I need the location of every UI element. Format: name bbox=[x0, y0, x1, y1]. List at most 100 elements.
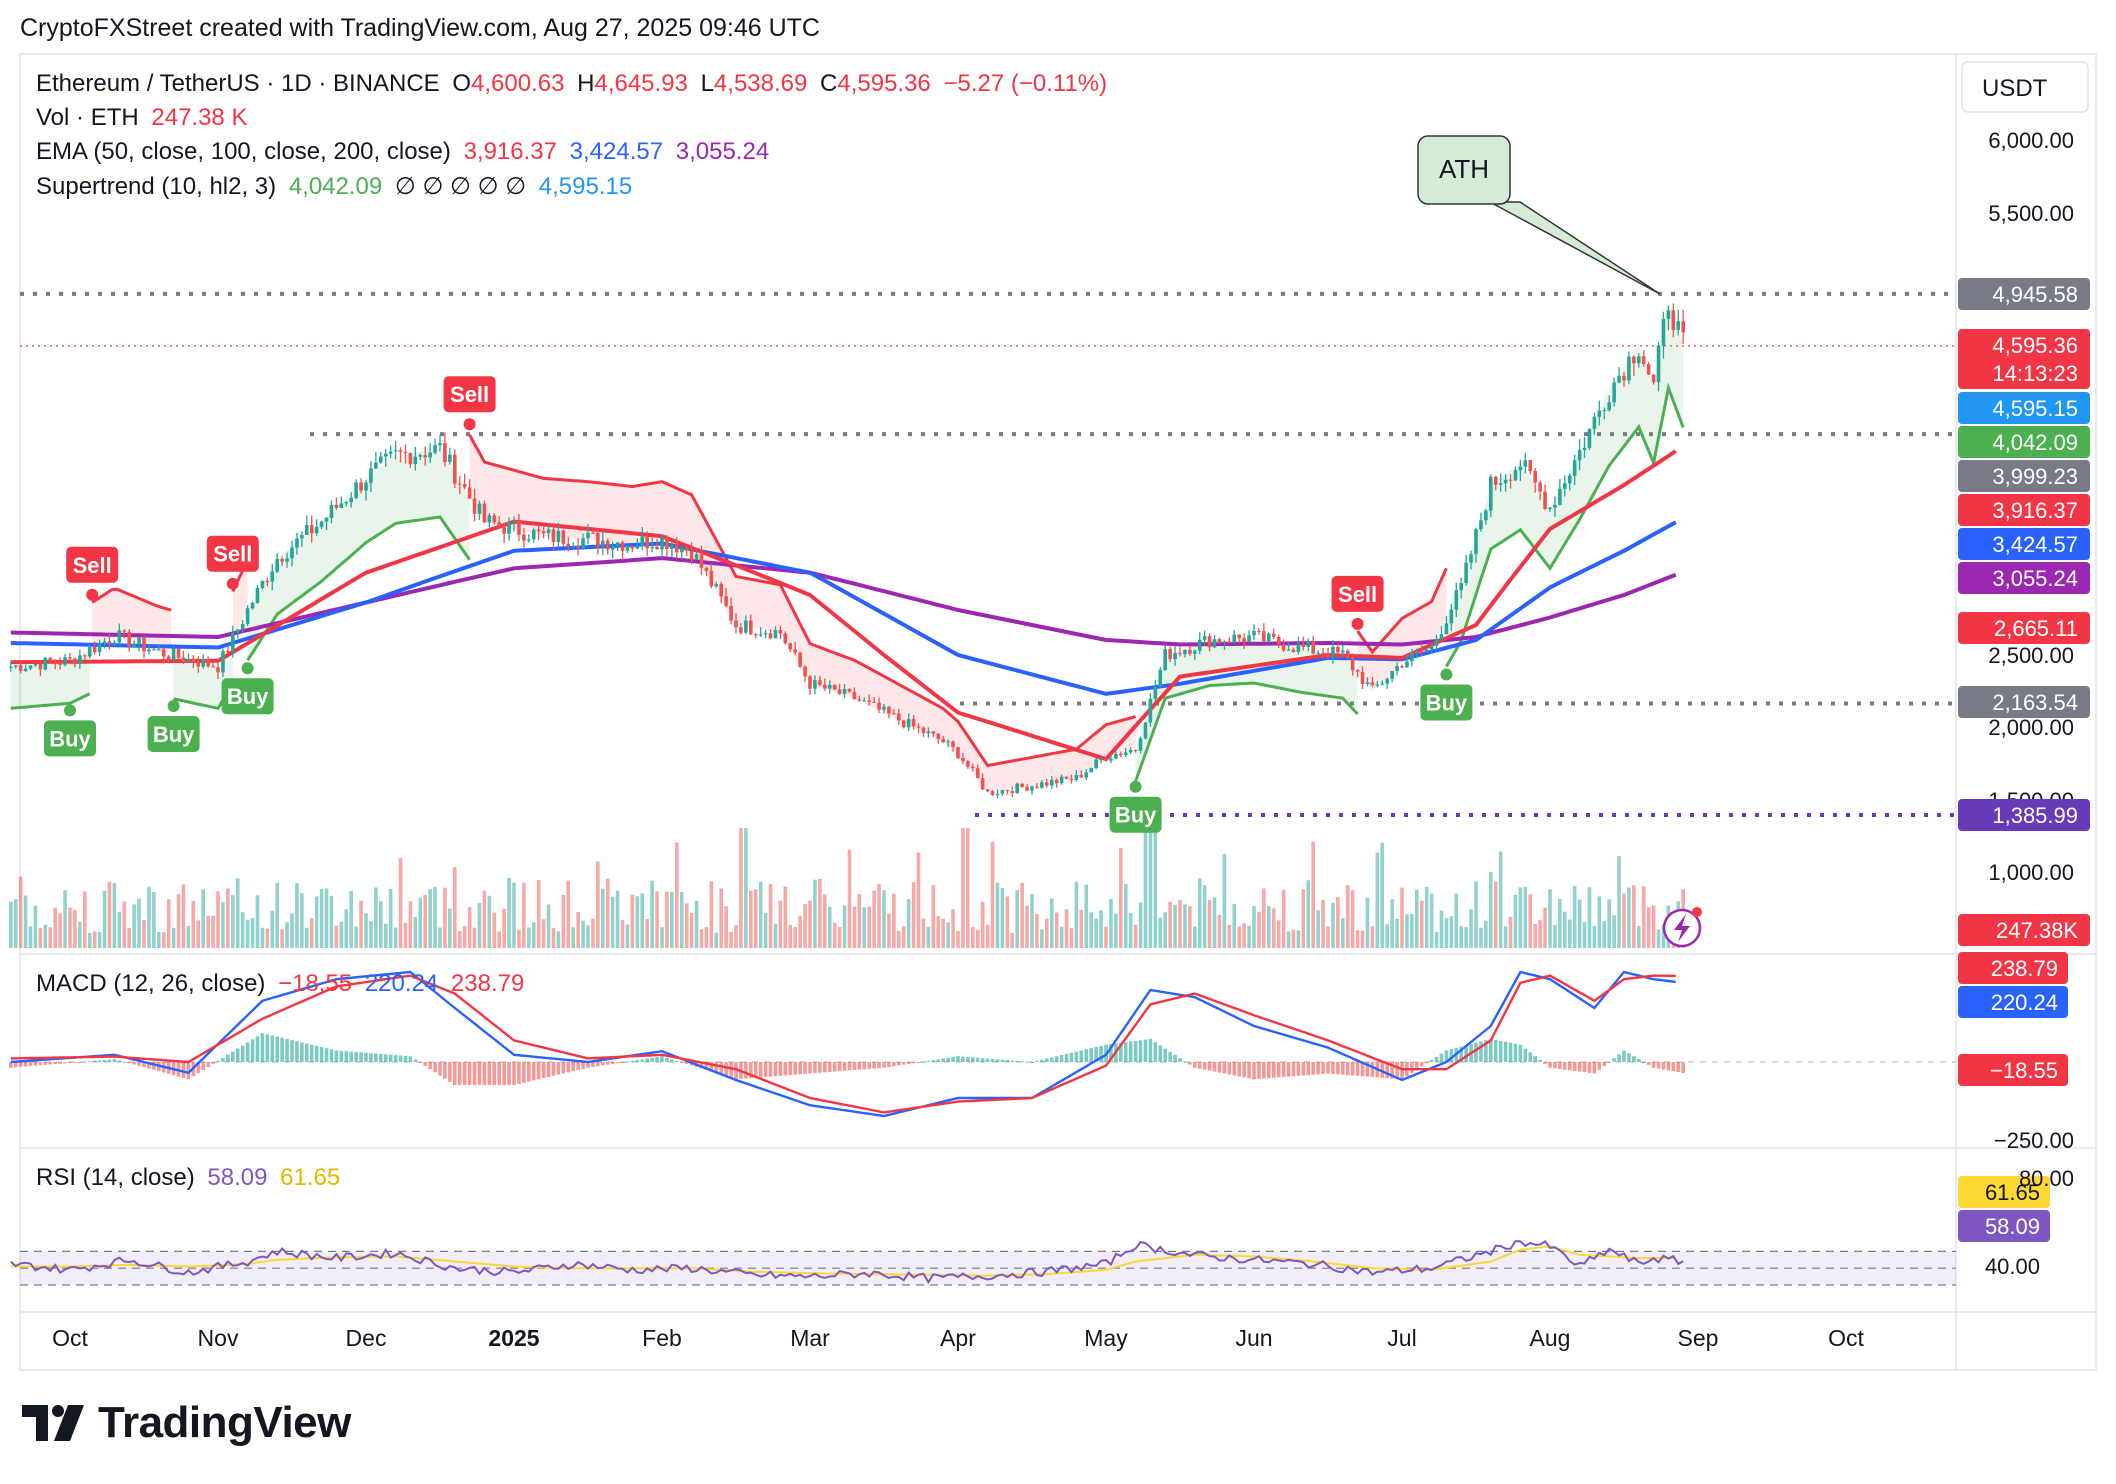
candle-body bbox=[408, 453, 413, 465]
volume-bar bbox=[196, 920, 201, 948]
lightning-icon[interactable] bbox=[1662, 907, 1702, 948]
macd-histogram-bar bbox=[334, 1050, 339, 1062]
macd-histogram-bar bbox=[423, 1062, 427, 1066]
volume-bar bbox=[1646, 906, 1651, 948]
candle-body bbox=[438, 443, 442, 446]
price-tag[interactable]: 4,945.58 bbox=[1958, 278, 2090, 310]
ema-legend[interactable]: EMA (50, close, 100, close, 200, close) … bbox=[36, 138, 775, 166]
macd-tag[interactable]: 238.79 bbox=[1958, 952, 2068, 984]
rsi-legend[interactable]: RSI (14, close) 58.09 61.65 bbox=[36, 1164, 346, 1192]
candle-body bbox=[43, 657, 48, 670]
macd-histogram-bar bbox=[1267, 1062, 1271, 1079]
price-tag[interactable]: 3,916.37 bbox=[1958, 494, 2090, 526]
price-tag-bg bbox=[1958, 329, 2090, 389]
price-tag[interactable]: 2,163.54 bbox=[1958, 686, 2090, 718]
signal-dot bbox=[1440, 668, 1453, 681]
change-value: −5.27 (−0.11%) bbox=[943, 70, 1108, 97]
volume-bar bbox=[23, 895, 28, 948]
macd-histogram-bar bbox=[1321, 1062, 1325, 1074]
volume-bar bbox=[206, 915, 210, 948]
volume-bar bbox=[1612, 915, 1616, 948]
candle-body bbox=[951, 741, 955, 747]
macd-histogram-bar bbox=[808, 1062, 812, 1074]
price-tag-bg bbox=[1958, 494, 2090, 526]
symbol-legend[interactable]: Ethereum / TetherUS · 1D · BINANCE O4,60… bbox=[36, 70, 1113, 98]
volume-legend[interactable]: Vol · ETH 247.38 K bbox=[36, 104, 253, 132]
candle-body bbox=[704, 567, 709, 571]
macd-histogram-bar bbox=[1183, 1061, 1187, 1063]
macd-histogram-bar bbox=[393, 1055, 398, 1062]
volume-bar bbox=[1326, 926, 1330, 948]
signal-buy-8[interactable]: Buy bbox=[1420, 668, 1473, 721]
signal-label: Buy bbox=[1426, 690, 1468, 715]
macd-histogram-bar bbox=[990, 1058, 995, 1062]
price-tag[interactable]: 4,595.15 bbox=[1958, 392, 2090, 424]
signal-buy-0[interactable]: Buy bbox=[44, 704, 96, 757]
candle-body bbox=[867, 700, 871, 702]
symbol-name[interactable]: Ethereum / TetherUS · 1D · BINANCE bbox=[36, 70, 440, 97]
macd-histogram-bar bbox=[78, 1062, 82, 1063]
macd-histogram-bar bbox=[640, 1059, 645, 1062]
tradingview-logo[interactable]: TradingView bbox=[22, 1398, 351, 1448]
rsi-tag[interactable]: 58.09 bbox=[1958, 1210, 2050, 1242]
volume-bar bbox=[1237, 926, 1241, 948]
macd-histogram-bar bbox=[1632, 1056, 1636, 1062]
volume-bar bbox=[561, 895, 566, 948]
macd-legend[interactable]: MACD (12, 26, close) −18.55 220.24 238.7… bbox=[36, 970, 530, 998]
price-tag[interactable]: 4,042.09 bbox=[1958, 426, 2090, 458]
macd-histogram-bar bbox=[349, 1051, 353, 1062]
price-tag[interactable]: 3,424.57 bbox=[1958, 528, 2090, 560]
macd-histogram-bar bbox=[872, 1062, 876, 1069]
macd-histogram-bar bbox=[1178, 1058, 1182, 1062]
volume-bar bbox=[1242, 923, 1246, 948]
candle-body bbox=[295, 538, 299, 548]
price-axis[interactable]: 6,000.005,500.005,000.002,500.002,000.00… bbox=[1958, 128, 2090, 1279]
candle-body bbox=[1632, 356, 1636, 364]
price-tag[interactable]: 1,385.99 bbox=[1958, 799, 2090, 831]
volume-bar bbox=[1331, 902, 1335, 948]
candle-body bbox=[1350, 658, 1355, 671]
signal-sell-3[interactable]: Sell bbox=[206, 535, 259, 590]
time-axis[interactable]: Oct Nov Dec 2025 Feb Mar Apr May Jun Jul Aug Sep Oct bbox=[52, 1325, 1864, 1351]
macd-histogram-bar bbox=[527, 1062, 531, 1082]
candle-body bbox=[275, 559, 279, 572]
volume-bar bbox=[166, 899, 171, 948]
macd-histogram-bar bbox=[147, 1062, 151, 1069]
signal-buy-2[interactable]: Buy bbox=[147, 700, 200, 753]
signal-sell-1[interactable]: Sell bbox=[66, 546, 119, 601]
supertrend-legend[interactable]: Supertrend (10, hl2, 3) 4,042.09 ∅ ∅ ∅ ∅… bbox=[36, 172, 638, 201]
signal-buy-6[interactable]: Buy bbox=[1109, 780, 1162, 833]
candle-body bbox=[1538, 482, 1542, 492]
candle-body bbox=[181, 657, 186, 662]
price-tag[interactable]: 247.38K bbox=[1958, 914, 2090, 946]
volume-bar bbox=[1400, 887, 1404, 948]
rsi-tag[interactable]: 61.65 bbox=[1958, 1176, 2050, 1208]
signal-sell-5[interactable]: Sell bbox=[443, 376, 496, 431]
macd-histogram-bar bbox=[1459, 1046, 1463, 1062]
macd-tag[interactable]: 220.24 bbox=[1958, 986, 2068, 1018]
signal-badge bbox=[1109, 796, 1162, 833]
currency-selector[interactable]: USDT bbox=[1961, 61, 2089, 113]
volume-bar bbox=[1010, 932, 1015, 948]
price-tag[interactable]: 3,999.23 bbox=[1958, 460, 2090, 492]
signal-label: Buy bbox=[227, 684, 269, 709]
signal-buy-4[interactable]: Buy bbox=[221, 662, 274, 715]
candle-body bbox=[1153, 686, 1158, 699]
macd-histogram-bar bbox=[788, 1062, 793, 1076]
price-tag[interactable]: 2,665.11 bbox=[1958, 612, 2090, 644]
macd-histogram-bar bbox=[472, 1062, 477, 1086]
macd-tag[interactable]: −18.55 bbox=[1958, 1054, 2068, 1086]
candle-body bbox=[921, 727, 926, 734]
volume-bar bbox=[1114, 913, 1118, 948]
candle-body bbox=[171, 648, 176, 660]
candle-body bbox=[1523, 460, 1528, 467]
macd-histogram-bar bbox=[1602, 1062, 1607, 1066]
signal-sell-7[interactable]: Sell bbox=[1331, 575, 1384, 630]
volume-bar bbox=[418, 897, 423, 948]
volume-bar bbox=[1054, 912, 1059, 948]
macd-histogram-bar bbox=[23, 1062, 28, 1067]
ath-annotation[interactable]: ATH bbox=[1417, 135, 1661, 295]
price-tag[interactable]: 3,055.24 bbox=[1958, 562, 2090, 594]
price-tag[interactable]: 4,595.36 14:13:23 bbox=[1958, 329, 2090, 389]
